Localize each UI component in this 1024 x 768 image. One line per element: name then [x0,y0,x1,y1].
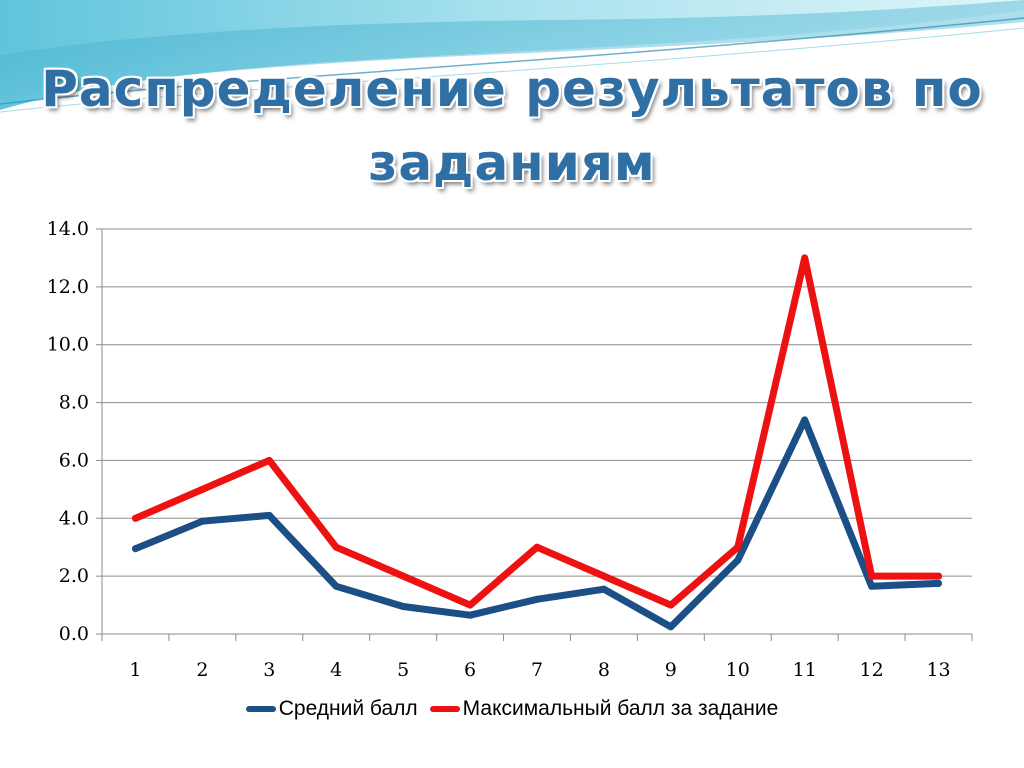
y-tick-label: 14.0 [47,218,89,240]
data-point-average [198,517,206,525]
legend-item-max: Максимальный балл за задание [429,697,779,721]
x-tick-label: 9 [665,659,677,681]
data-point-average [131,545,139,553]
x-tick-label: 11 [793,659,817,681]
x-tick-label: 3 [263,659,275,681]
data-point-max [466,601,474,609]
data-point-average [533,595,541,603]
series-lines [131,254,943,631]
legend-item-average: Средний балл [245,697,418,721]
y-tick-labels: 0.0 2.0 4.0 6.0 8.0 10.0 12.0 14.0 [47,218,89,645]
axes [96,228,973,641]
data-point-average [734,556,742,564]
y-tick-label: 12.0 [47,276,89,298]
data-point-max [868,572,876,580]
y-tick-label: 8.0 [59,392,89,414]
y-tick-label: 2.0 [59,565,89,587]
slide-title-line-1: Распределение результатов по [41,60,983,118]
data-point-average [801,416,809,424]
x-tick-label: 7 [531,659,543,681]
data-point-max [667,601,675,609]
data-point-average [265,511,273,519]
data-point-max [332,543,340,551]
x-tick-label: 12 [860,659,884,681]
series-line-max [132,254,942,609]
slide-title-line-2: заданиям [368,134,656,192]
data-point-max [801,254,809,262]
gridlines [102,228,972,577]
data-point-max [600,572,608,580]
legend-label-average: Средний балл [278,697,418,720]
legend-label-max: Максимальный балл за задание [462,697,779,720]
x-tick-labels: 1 2 3 4 5 6 7 8 9 10 11 12 13 [129,659,950,681]
x-tick-label: 1 [129,659,141,681]
data-point-average [399,603,407,611]
data-point-average [466,611,474,619]
data-point-max [399,572,407,580]
x-tick-label: 6 [464,659,476,681]
data-point-max [265,456,273,464]
data-point-max [935,572,943,580]
data-point-average [935,579,943,587]
data-point-max [533,543,541,551]
x-tick-label: 4 [330,659,342,681]
data-point-average [600,585,608,593]
x-tick-label: 8 [598,659,610,681]
data-point-max [198,485,206,493]
series-line-average [132,416,942,631]
x-tick-label: 2 [196,659,208,681]
y-tick-label: 6.0 [59,449,89,471]
data-point-average [868,582,876,590]
x-tick-label: 10 [726,659,750,681]
x-tick-label: 13 [926,659,950,681]
legend-swatch-max [429,706,460,712]
data-point-max [734,543,742,551]
x-tick-label: 5 [397,659,409,681]
y-tick-label: 10.0 [47,334,89,356]
y-tick-label: 4.0 [59,507,89,529]
slide-title: Распределение результатов по заданиям [0,52,1024,200]
data-point-average [332,582,340,590]
legend-swatch-average [245,706,276,712]
line-chart: 0.02.04.06.08.010.012.014.0 1 2 3 4 5 6 7 8 9 10 1… [47,218,973,681]
data-point-max [131,514,139,522]
chart-legend: Средний балл Максимальный балл за задани… [0,697,1024,721]
y-tick-label: 0.0 [59,623,89,645]
data-point-average [667,623,675,631]
